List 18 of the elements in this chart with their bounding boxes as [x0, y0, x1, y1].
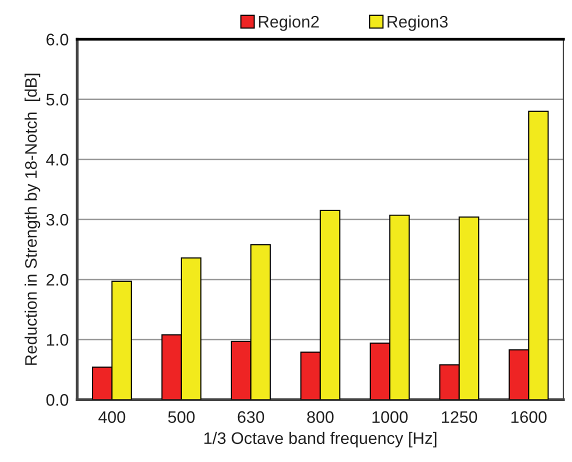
y-tick-label: 1.0	[46, 334, 68, 346]
x-tick-label: 800	[307, 411, 334, 423]
legend-label: Region3	[388, 15, 448, 31]
y-tick-label: 3.0	[46, 214, 68, 226]
x-tick-label: 1000	[372, 411, 408, 423]
y-axis-title: Reduction in Strength by 18-Notch [dB]	[24, 74, 40, 365]
y-tick-label: 4.0	[46, 154, 68, 166]
x-axis-title: 1/3 Octave band frequency [Hz]	[204, 432, 436, 448]
y-tick-label: 2.0	[46, 274, 68, 286]
y-tick-label: 0.0	[46, 394, 68, 406]
x-tick-label: 500	[168, 411, 195, 423]
legend-label: Region2	[258, 15, 319, 31]
x-tick-label: 1600	[511, 411, 547, 423]
x-tick-label: 630	[238, 411, 264, 423]
y-tick-label: 6.0	[46, 34, 68, 46]
x-tick-label: 400	[98, 411, 126, 423]
y-tick-label: 5.0	[46, 94, 68, 106]
x-tick-label: 1250	[442, 411, 478, 423]
